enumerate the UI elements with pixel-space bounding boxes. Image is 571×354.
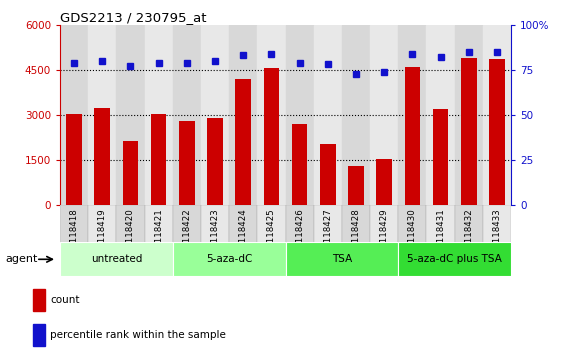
Text: count: count xyxy=(50,295,80,305)
Bar xyxy=(455,205,483,260)
Bar xyxy=(286,242,399,276)
Text: GDS2213 / 230795_at: GDS2213 / 230795_at xyxy=(60,11,207,24)
Bar xyxy=(399,242,511,276)
Text: GSM118427: GSM118427 xyxy=(323,208,332,261)
Bar xyxy=(370,205,399,260)
Bar xyxy=(292,124,307,205)
Bar xyxy=(258,205,286,260)
Text: GSM118422: GSM118422 xyxy=(182,208,191,261)
Bar xyxy=(399,205,427,260)
Text: 5-aza-dC plus TSA: 5-aza-dC plus TSA xyxy=(407,254,502,264)
Bar xyxy=(88,25,116,205)
Text: untreated: untreated xyxy=(91,254,142,264)
Bar xyxy=(455,25,483,205)
Text: GSM118429: GSM118429 xyxy=(380,208,389,261)
Text: GSM118424: GSM118424 xyxy=(239,208,248,261)
Bar xyxy=(405,67,420,205)
Bar xyxy=(116,25,144,205)
Bar xyxy=(116,205,144,260)
Text: TSA: TSA xyxy=(332,254,352,264)
Text: GSM118418: GSM118418 xyxy=(70,208,79,261)
Bar xyxy=(88,205,116,260)
Bar xyxy=(489,59,505,205)
Bar xyxy=(348,166,364,205)
Bar xyxy=(179,121,195,205)
Bar xyxy=(201,25,229,205)
Bar xyxy=(399,25,427,205)
Text: GSM118421: GSM118421 xyxy=(154,208,163,261)
Text: GSM118425: GSM118425 xyxy=(267,208,276,261)
Bar xyxy=(207,118,223,205)
Bar xyxy=(483,25,511,205)
Text: GSM118431: GSM118431 xyxy=(436,208,445,261)
Text: percentile rank within the sample: percentile rank within the sample xyxy=(50,330,226,340)
Bar xyxy=(370,25,399,205)
Bar xyxy=(151,114,166,205)
Bar xyxy=(264,68,279,205)
Bar xyxy=(201,205,229,260)
Bar xyxy=(427,25,455,205)
Text: GSM118419: GSM118419 xyxy=(98,208,107,261)
Bar xyxy=(229,205,258,260)
Text: agent: agent xyxy=(6,255,38,264)
Text: GSM118428: GSM118428 xyxy=(352,208,360,261)
Bar xyxy=(342,205,370,260)
Bar xyxy=(320,144,336,205)
Bar xyxy=(123,141,138,205)
Bar xyxy=(173,242,286,276)
Text: GSM118432: GSM118432 xyxy=(464,208,473,261)
Text: GSM118423: GSM118423 xyxy=(211,208,219,261)
Bar xyxy=(433,109,448,205)
Bar xyxy=(286,205,313,260)
Text: GSM118433: GSM118433 xyxy=(492,208,501,261)
Bar xyxy=(258,25,286,205)
Bar xyxy=(33,324,45,346)
Bar xyxy=(33,289,45,311)
Bar xyxy=(60,205,88,260)
Bar xyxy=(60,242,173,276)
Bar xyxy=(229,25,258,205)
Bar xyxy=(60,25,88,205)
Text: GSM118426: GSM118426 xyxy=(295,208,304,261)
Bar xyxy=(66,114,82,205)
Bar xyxy=(427,205,455,260)
Bar xyxy=(173,25,201,205)
Text: GSM118430: GSM118430 xyxy=(408,208,417,261)
Bar xyxy=(342,25,370,205)
Bar xyxy=(483,205,511,260)
Bar xyxy=(286,25,313,205)
Bar xyxy=(144,25,173,205)
Bar xyxy=(144,205,173,260)
Text: GSM118420: GSM118420 xyxy=(126,208,135,261)
Bar xyxy=(94,108,110,205)
Bar xyxy=(313,25,342,205)
Bar xyxy=(173,205,201,260)
Bar xyxy=(235,79,251,205)
Bar xyxy=(313,205,342,260)
Text: 5-aza-dC: 5-aza-dC xyxy=(206,254,252,264)
Bar xyxy=(376,159,392,205)
Bar xyxy=(461,58,477,205)
